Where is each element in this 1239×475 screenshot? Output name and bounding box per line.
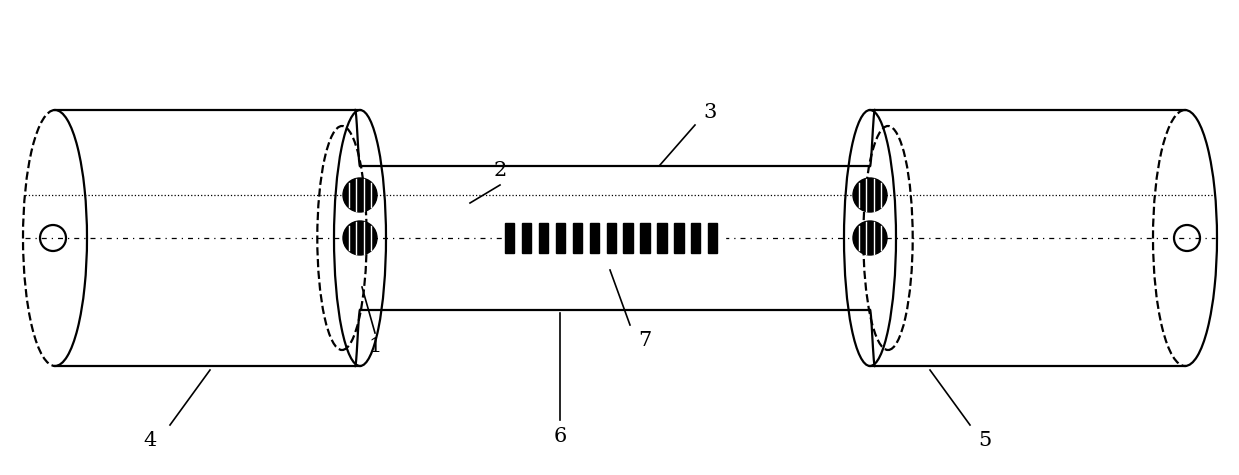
- Circle shape: [343, 178, 377, 212]
- Text: 7: 7: [638, 331, 652, 350]
- Bar: [658, 223, 667, 253]
- Bar: [607, 223, 616, 253]
- Circle shape: [343, 221, 377, 255]
- Text: 3: 3: [704, 104, 716, 123]
- Text: 6: 6: [554, 428, 566, 446]
- Bar: [506, 223, 514, 253]
- Bar: [522, 223, 532, 253]
- Text: 5: 5: [979, 430, 991, 449]
- Bar: [674, 223, 684, 253]
- Bar: [691, 223, 700, 253]
- Text: 2: 2: [493, 161, 507, 180]
- Bar: [506, 223, 725, 253]
- Circle shape: [852, 221, 887, 255]
- Text: 1: 1: [368, 338, 382, 357]
- Bar: [539, 223, 548, 253]
- Text: 4: 4: [144, 430, 156, 449]
- Bar: [556, 223, 565, 253]
- Bar: [590, 223, 598, 253]
- Circle shape: [852, 178, 887, 212]
- Bar: [707, 223, 717, 253]
- Bar: [623, 223, 633, 253]
- Bar: [572, 223, 582, 253]
- Bar: [641, 223, 649, 253]
